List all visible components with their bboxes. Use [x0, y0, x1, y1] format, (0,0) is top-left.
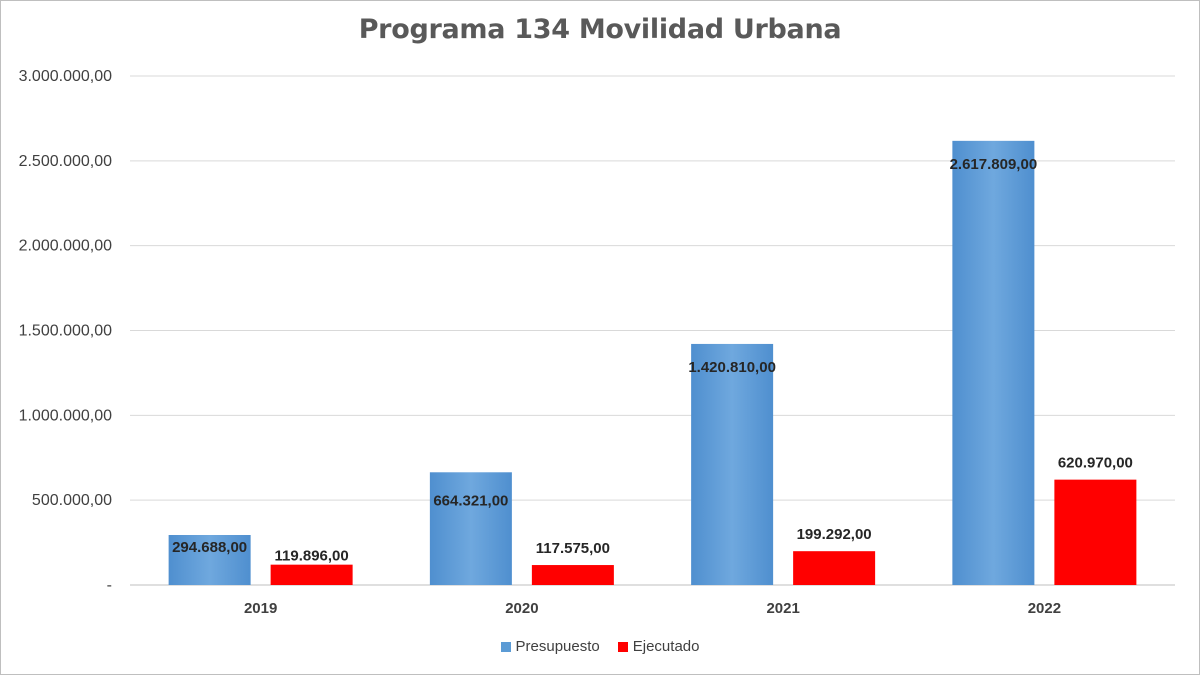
y-tick-label: 3.000.000,00: [19, 68, 113, 85]
legend-item-presupuesto: Presupuesto: [500, 638, 600, 655]
bar-ejecutado-2020: [531, 565, 614, 585]
data-label-presupuesto-2020: 664.321,00: [433, 492, 508, 509]
x-tick-label: 2019: [244, 600, 277, 617]
y-tick-label: -: [107, 577, 112, 594]
bar-presupuesto-2020: [429, 472, 512, 585]
legend-item-ejecutado: Ejecutado: [617, 638, 700, 655]
data-label-presupuesto-2021: 1.420.810,00: [688, 359, 776, 376]
legend-label-ejecutado: Ejecutado: [632, 638, 700, 655]
data-label-ejecutado-2021: 199.292,00: [797, 526, 872, 543]
data-label-ejecutado-2020: 117.575,00: [536, 540, 610, 557]
chart-title: Programa 134 Movilidad Urbana: [358, 14, 842, 45]
bar-ejecutado-2021: [793, 551, 876, 585]
data-label-presupuesto-2022: 2.617.809,00: [950, 156, 1038, 173]
bar-presupuesto-2022: [952, 140, 1035, 585]
bar-presupuesto-2021: [691, 343, 774, 585]
legend-swatch-ejecutado: [617, 641, 628, 652]
x-tick-label: 2022: [1028, 600, 1061, 617]
bar-ejecutado-2019: [270, 564, 353, 585]
bar-presupuesto-2019: [168, 535, 251, 585]
legend-swatch-presupuesto: [500, 641, 511, 652]
x-tick-label: 2021: [766, 600, 799, 617]
data-label-ejecutado-2019: 119.896,00: [275, 548, 349, 565]
y-tick-label: 2.500.000,00: [19, 153, 113, 170]
chart-legend: Presupuesto Ejecutado: [0, 638, 1200, 655]
data-label-presupuesto-2019: 294.688,00: [172, 539, 247, 556]
y-tick-label: 2.000.000,00: [19, 238, 113, 255]
data-label-ejecutado-2022: 620.970,00: [1058, 455, 1133, 472]
x-tick-label: 2020: [505, 600, 538, 617]
y-tick-label: 500.000,00: [32, 492, 112, 509]
legend-label-presupuesto: Presupuesto: [515, 638, 600, 655]
y-tick-label: 1.000.000,00: [19, 407, 113, 424]
bar-ejecutado-2022: [1054, 479, 1137, 585]
y-tick-label: 1.500.000,00: [19, 323, 113, 340]
